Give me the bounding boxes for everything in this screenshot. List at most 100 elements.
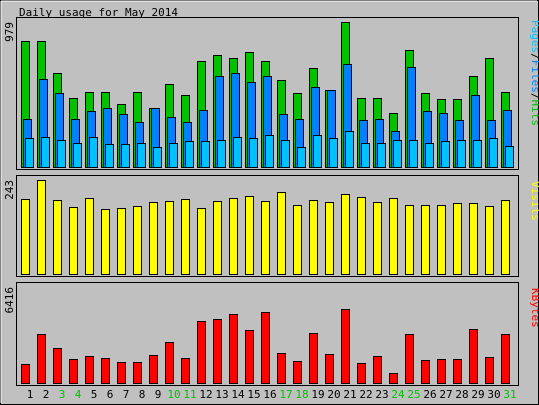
x-tick-label-day-8: 8 (139, 388, 146, 401)
visits-bar-day-28 (453, 203, 462, 275)
visits-bar-day-22 (357, 197, 366, 275)
pages-bar-day-31 (505, 146, 514, 168)
x-tick-label-day-30: 30 (487, 388, 500, 401)
visits-bar-day-17 (277, 192, 286, 275)
x-tick-label-day-28: 28 (455, 388, 468, 401)
x-tick-label-day-6: 6 (107, 388, 114, 401)
legend-files: Files (529, 60, 539, 93)
kbytes-bar-day-10 (165, 342, 174, 384)
x-tick-label-day-13: 13 (215, 388, 228, 401)
legend-pages-files-hits: Pages/Files/Hits (529, 20, 539, 126)
visits-bar-day-30 (485, 206, 494, 275)
kbytes-bar-day-13 (213, 319, 222, 384)
x-tick-label-day-5: 5 (91, 388, 98, 401)
x-tick-label-day-1: 1 (27, 388, 34, 401)
visits-bar-day-20 (325, 202, 334, 275)
legend-sep-2: / (529, 93, 539, 100)
kbytes-bar-day-27 (437, 359, 446, 384)
bars-layer (21, 22, 514, 384)
kbytes-bar-day-2 (37, 334, 46, 384)
x-tick-label-day-9: 9 (155, 388, 162, 401)
kbytes-bar-day-3 (53, 348, 62, 384)
visits-bar-day-4 (69, 207, 78, 275)
x-axis-labels: 1 2 3 4 5 6 7 8 9 10 11 12 13 14 15 16 17 18 19 20 21 22 23 24 2… (27, 388, 517, 401)
x-tick-label-day-21: 21 (343, 388, 356, 401)
pages-bar-day-5 (89, 137, 98, 168)
legend-sep-1: / (529, 53, 539, 60)
visits-bar-day-25 (405, 205, 414, 275)
pages-bar-day-15 (249, 138, 258, 168)
kbytes-bar-day-14 (229, 314, 238, 384)
x-tick-label-day-10: 10 (167, 388, 180, 401)
kbytes-bar-day-11 (181, 358, 190, 384)
pages-bar-day-25 (409, 140, 418, 168)
kbytes-bar-day-8 (133, 362, 142, 384)
pages-bar-day-9 (153, 147, 162, 168)
visits-bar-day-13 (213, 201, 222, 275)
panel-kbytes-max-label: 6416 (3, 287, 16, 314)
pages-bar-day-3 (57, 140, 66, 168)
pages-bar-day-24 (393, 140, 402, 168)
pages-bar-day-7 (121, 144, 130, 168)
x-tick-label-day-11: 11 (183, 388, 196, 401)
pages-bar-day-11 (185, 141, 194, 168)
visits-bar-day-15 (245, 196, 254, 275)
pages-bar-day-21 (345, 131, 354, 168)
x-tick-label-day-12: 12 (199, 388, 212, 401)
pages-bar-day-16 (265, 135, 274, 168)
visits-bar-day-9 (149, 202, 158, 275)
pages-bar-day-17 (281, 140, 290, 168)
kbytes-bar-day-12 (197, 321, 206, 384)
kbytes-bar-day-24 (389, 373, 398, 384)
kbytes-bar-day-29 (469, 329, 478, 384)
x-tick-label-day-26: 26 (423, 388, 436, 401)
chart-title: Daily usage for May 2014 (19, 6, 178, 19)
kbytes-bar-day-21 (341, 309, 350, 384)
kbytes-bar-day-28 (453, 359, 462, 384)
panel-hits-max-label: 979 (3, 22, 16, 42)
kbytes-bar-day-20 (325, 354, 334, 384)
x-tick-label-day-4: 4 (75, 388, 82, 401)
pages-bar-day-8 (137, 143, 146, 168)
kbytes-bar-day-5 (85, 356, 94, 384)
visits-bar-day-12 (197, 208, 206, 275)
visits-bar-day-18 (293, 205, 302, 275)
pages-bar-day-1 (25, 138, 34, 168)
kbytes-bar-day-1 (21, 364, 30, 384)
visits-bar-day-11 (181, 199, 190, 275)
x-tick-label-day-25: 25 (407, 388, 420, 401)
legend-kbytes: KBytes (529, 288, 539, 328)
visits-bar-day-27 (437, 205, 446, 275)
pages-bar-day-19 (313, 135, 322, 168)
pages-bar-day-26 (425, 143, 434, 168)
x-tick-label-day-31: 31 (503, 388, 516, 401)
pages-bar-day-18 (297, 147, 306, 168)
kbytes-bar-day-15 (245, 330, 254, 384)
visits-bar-day-3 (53, 200, 62, 275)
x-tick-label-day-29: 29 (471, 388, 484, 401)
x-tick-label-day-16: 16 (263, 388, 276, 401)
kbytes-bar-day-9 (149, 355, 158, 384)
pages-bar-day-13 (217, 140, 226, 168)
pages-bar-day-28 (457, 140, 466, 168)
kbytes-bar-day-4 (69, 359, 78, 384)
panel-visits-max-label: 243 (3, 180, 16, 200)
x-tick-label-day-27: 27 (439, 388, 452, 401)
pages-bar-day-6 (105, 144, 114, 168)
visits-bar-day-5 (85, 198, 94, 275)
kbytes-bar-day-6 (101, 358, 110, 384)
x-tick-label-day-15: 15 (247, 388, 260, 401)
pages-bar-day-14 (233, 137, 242, 168)
pages-bar-day-12 (201, 141, 210, 168)
pages-bar-day-4 (73, 143, 82, 168)
kbytes-bar-day-7 (117, 362, 126, 384)
kbytes-bar-day-19 (309, 333, 318, 384)
x-tick-label-day-17: 17 (279, 388, 292, 401)
x-tick-label-day-7: 7 (123, 388, 130, 401)
pages-bar-day-10 (169, 143, 178, 168)
kbytes-bar-day-18 (293, 361, 302, 384)
kbytes-bar-day-30 (485, 357, 494, 384)
x-tick-label-day-14: 14 (231, 388, 245, 401)
